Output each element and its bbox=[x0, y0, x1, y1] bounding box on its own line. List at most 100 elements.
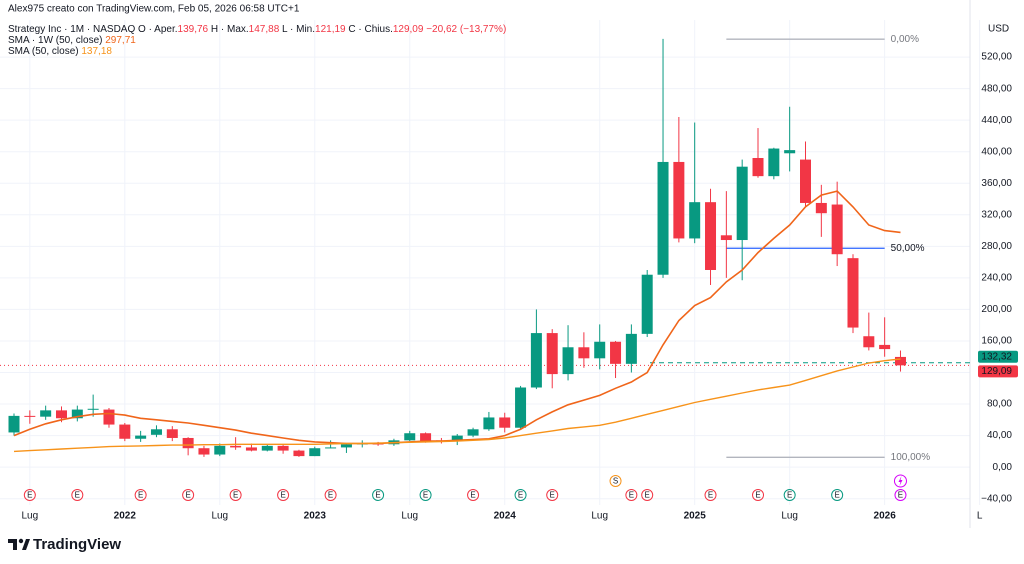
event-icon bbox=[514, 489, 527, 501]
candle-body bbox=[705, 202, 717, 270]
legend-sma: SMA · 1W (50, close) 297,71 bbox=[8, 35, 136, 46]
event-icon bbox=[894, 489, 907, 501]
currency: USD bbox=[988, 24, 1009, 35]
candle-body bbox=[325, 447, 337, 449]
event-icon bbox=[372, 489, 385, 501]
candle-body bbox=[230, 445, 242, 448]
candle-body bbox=[815, 202, 827, 214]
candle-body bbox=[831, 204, 843, 255]
candle-body bbox=[768, 148, 780, 177]
x-tick-label: 2024 bbox=[494, 511, 517, 522]
candle-body bbox=[499, 417, 511, 428]
y-tick-label: 480,00 bbox=[981, 83, 1012, 94]
candle-body bbox=[546, 333, 558, 375]
event-label: E bbox=[375, 491, 380, 500]
candle-body bbox=[293, 450, 305, 457]
candle-body bbox=[71, 409, 83, 419]
logo-mark bbox=[22, 539, 30, 550]
legend-value: 137,18 bbox=[81, 46, 112, 57]
event-icon bbox=[831, 489, 844, 501]
event-icon bbox=[71, 489, 84, 501]
event-icon bbox=[324, 489, 337, 501]
y-tick-label: 360,00 bbox=[981, 178, 1012, 189]
event-icon bbox=[625, 489, 638, 501]
x-tick-label: 2025 bbox=[684, 511, 707, 522]
candle-body bbox=[150, 429, 162, 435]
fib-label: 100,00% bbox=[891, 452, 931, 463]
ohlc-value: 139,76 bbox=[178, 24, 209, 35]
candle-body bbox=[103, 409, 115, 425]
event-icon bbox=[277, 489, 290, 501]
event-label: E bbox=[138, 491, 143, 500]
event-label: E bbox=[787, 491, 792, 500]
candle-body bbox=[879, 344, 891, 350]
logo-mark bbox=[18, 538, 24, 544]
candle-body bbox=[55, 410, 67, 419]
event-icon bbox=[898, 476, 903, 486]
candle-body bbox=[689, 202, 701, 239]
y-tick-label: 80,00 bbox=[987, 399, 1012, 410]
event-label: E bbox=[27, 491, 32, 500]
event-label: E bbox=[645, 491, 650, 500]
candle-body bbox=[340, 444, 352, 448]
candle-body bbox=[8, 415, 20, 433]
ohlc-key: H · Max. bbox=[211, 24, 249, 35]
x-tick-label: Lug bbox=[781, 511, 798, 522]
candle-body bbox=[625, 333, 637, 364]
event-icon bbox=[704, 489, 717, 501]
candle-body bbox=[736, 166, 748, 241]
candle-body bbox=[24, 415, 36, 417]
y-tick-label: 240,00 bbox=[981, 273, 1012, 284]
y-tick-label: 200,00 bbox=[981, 304, 1012, 315]
sma-line bbox=[13, 190, 901, 445]
candle-body bbox=[420, 433, 432, 442]
y-tick-label: 160,00 bbox=[981, 336, 1012, 347]
candle-body bbox=[198, 448, 210, 455]
logo: TradingView bbox=[8, 536, 121, 553]
price-label-box bbox=[978, 350, 1018, 363]
y-tick-label: 520,00 bbox=[981, 52, 1012, 63]
price-label: 129,09 bbox=[981, 366, 1012, 377]
candle-body bbox=[261, 445, 273, 451]
x-tick-label: 2022 bbox=[114, 511, 137, 522]
candle-body bbox=[119, 424, 131, 439]
event-label: E bbox=[185, 491, 190, 500]
event-label: E bbox=[629, 491, 634, 500]
event-label: E bbox=[233, 491, 238, 500]
event-icon bbox=[546, 489, 559, 501]
sma-line bbox=[13, 358, 901, 453]
candle-body bbox=[135, 435, 147, 439]
event-icon bbox=[229, 489, 242, 501]
y-tick-label: 40,00 bbox=[987, 430, 1012, 441]
x-tick-label: Lug bbox=[591, 511, 608, 522]
x-tick-label: Lug bbox=[21, 511, 38, 522]
candle-body bbox=[87, 408, 99, 410]
candle-body bbox=[847, 258, 859, 328]
y-tick-label: 0,00 bbox=[993, 462, 1013, 473]
logo-mark bbox=[8, 539, 17, 550]
event-icon bbox=[23, 489, 36, 501]
event-icon bbox=[641, 489, 654, 501]
candle-body bbox=[166, 429, 178, 438]
candle-body bbox=[214, 445, 226, 455]
symbol: Strategy Inc · 1M · NASDAQ bbox=[8, 24, 135, 35]
logo-text: TradingView bbox=[33, 536, 121, 553]
event-icon bbox=[134, 489, 147, 501]
candle-body bbox=[578, 347, 590, 359]
event-label: E bbox=[550, 491, 555, 500]
candle-body bbox=[784, 150, 796, 154]
x-tick-label: 2023 bbox=[304, 511, 327, 522]
x-tick-label: L bbox=[977, 511, 983, 522]
candle-body bbox=[404, 433, 416, 441]
event-icon bbox=[419, 489, 432, 501]
credit: Alex975 creato con TradingView.com, Feb … bbox=[8, 4, 300, 15]
candle-body bbox=[451, 435, 463, 442]
candle-body bbox=[309, 448, 321, 457]
event-icon bbox=[467, 489, 480, 501]
event-label: E bbox=[708, 491, 713, 500]
candle-body bbox=[800, 159, 811, 203]
ohlc-value: 129,09 bbox=[393, 24, 424, 35]
candle-body bbox=[530, 333, 542, 388]
